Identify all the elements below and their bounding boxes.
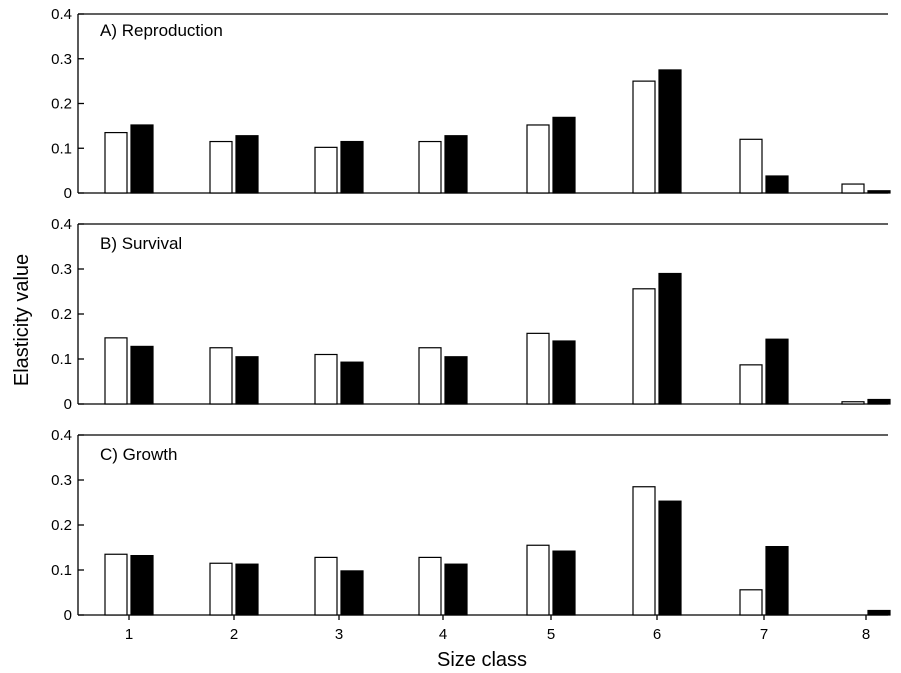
x-tick-label: 1 <box>125 626 133 643</box>
panel-b-y-tick-label: 0.4 <box>51 216 72 233</box>
panel-b-y-tick-label: 0.2 <box>51 306 72 323</box>
panel-a-y-tick-label: 0.3 <box>51 51 72 68</box>
panel-c-bar-open-class-5 <box>526 544 550 616</box>
panel-c-y-tick-label: 0 <box>64 607 72 624</box>
x-tick-label: 4 <box>439 626 447 643</box>
panel-c-bar-open-class-6 <box>632 486 656 616</box>
panel-a-bar-open-class-2 <box>209 140 233 194</box>
panel-b-bar-filled-class-2 <box>235 356 259 405</box>
panel-a-bar-open-class-5 <box>526 124 550 194</box>
panel-a-bar-open-class-7 <box>739 138 763 194</box>
panel-c-y-tick-label: 0.4 <box>51 427 72 444</box>
x-tick-label: 3 <box>335 626 343 643</box>
panel-a-bar-open-class-1 <box>104 131 128 194</box>
panel-a-y-tick-label: 0.4 <box>51 6 72 23</box>
panel-c-bar-filled-class-3 <box>340 570 364 616</box>
panel-a-bar-filled-class-8 <box>867 190 891 194</box>
panel-b-y-tick-label: 0 <box>64 396 72 413</box>
panel-b-bar-filled-class-4 <box>444 356 468 405</box>
panel-b-bar-open-class-2 <box>209 347 233 405</box>
panel-a-bar-open-class-8 <box>841 183 865 194</box>
panel-c-bar-filled-class-4 <box>444 563 468 616</box>
panel-a-bar-filled-class-6 <box>658 69 682 194</box>
panel-c-y-tick-label: 0.1 <box>51 562 72 579</box>
y-axis-title: Elasticity value <box>11 254 33 386</box>
panel-b-bar-open-class-7 <box>739 364 763 405</box>
x-tick-label: 2 <box>230 626 238 643</box>
panel-b-bar-open-class-1 <box>104 337 128 405</box>
panel-c-bar-open-class-1 <box>104 553 128 616</box>
panel-b-bar-open-class-4 <box>418 347 442 405</box>
panel-b-y-tick-label: 0.1 <box>51 351 72 368</box>
panel-a-bar-filled-class-2 <box>235 135 259 194</box>
panel-b-bar-filled-class-1 <box>130 345 154 405</box>
panel-a: A) Reproduction 0 0.1 0.2 0.3 0.4 <box>51 6 891 202</box>
panel-c-label: C) Growth <box>100 445 177 464</box>
panel-b-bar-open-class-6 <box>632 288 656 405</box>
panel-b-y-tick-label: 0.3 <box>51 261 72 278</box>
panel-b-bar-filled-class-5 <box>552 340 576 405</box>
panel-c-bar-filled-class-6 <box>658 500 682 616</box>
x-tick-label: 5 <box>547 626 555 643</box>
panel-b-bar-open-class-8 <box>841 401 865 405</box>
panel-b-label: B) Survival <box>100 234 182 253</box>
panel-c-bar-open-class-3 <box>314 556 338 616</box>
panel-a-y-tick-label: 0.1 <box>51 140 72 157</box>
panel-a-bar-filled-class-7 <box>765 175 789 194</box>
panel-b-bar-open-class-3 <box>314 353 338 405</box>
panel-c-bar-filled-class-8 <box>867 609 891 616</box>
panel-b-bar-filled-class-7 <box>765 338 789 405</box>
panel-b-bar-filled-class-8 <box>867 398 891 405</box>
panel-a-bar-filled-class-4 <box>444 135 468 194</box>
panel-b: B) Survival 0 0.1 0.2 0.3 0.4 <box>51 216 891 413</box>
panel-a-bar-filled-class-5 <box>552 116 576 194</box>
panel-c-y-tick-label: 0.3 <box>51 472 72 489</box>
panel-a-bar-open-class-3 <box>314 146 338 194</box>
panel-c: C) Growth 0 0.1 0.2 0.3 0.4 <box>51 427 891 624</box>
panel-c-bar-filled-class-7 <box>765 545 789 616</box>
panel-a-bar-filled-class-3 <box>340 140 364 194</box>
panel-a-label: A) Reproduction <box>100 21 223 40</box>
panel-c-bar-filled-class-2 <box>235 563 259 616</box>
x-axis-title: Size class <box>437 649 527 671</box>
x-tick-label: 7 <box>760 626 768 643</box>
panel-c-bar-filled-class-1 <box>130 554 154 616</box>
panel-c-bar-open-class-2 <box>209 562 233 616</box>
panel-a-bar-filled-class-1 <box>130 124 154 194</box>
panel-a-y-tick-label: 0 <box>64 185 72 202</box>
x-tick-label: 6 <box>653 626 661 643</box>
panel-b-bar-filled-class-3 <box>340 361 364 405</box>
panel-a-bar-open-class-4 <box>418 140 442 194</box>
panel-c-bar-filled-class-5 <box>552 550 576 616</box>
panel-c-bar-open-class-7 <box>739 589 763 616</box>
x-tick-label: 8 <box>862 626 870 643</box>
panel-a-y-tick-label: 0.2 <box>51 96 72 113</box>
panel-b-bar-open-class-5 <box>526 332 550 405</box>
panel-a-bar-open-class-6 <box>632 80 656 194</box>
panel-b-bar-filled-class-6 <box>658 272 682 405</box>
panel-c-bar-open-class-4 <box>418 556 442 616</box>
panel-c-y-tick-label: 0.2 <box>51 517 72 534</box>
